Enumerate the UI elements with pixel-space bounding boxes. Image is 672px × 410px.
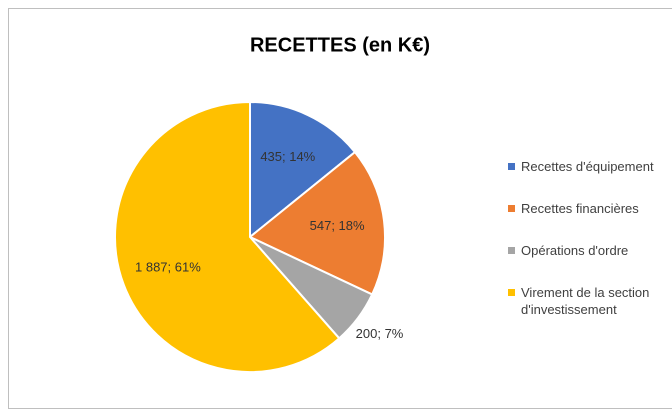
legend-swatch — [508, 289, 515, 296]
data-label: 1 887; 61% — [135, 259, 201, 274]
pie-slice — [248, 150, 386, 296]
legend-label: Opérations d'ordre — [521, 243, 629, 258]
legend-swatch — [508, 163, 515, 170]
pie-slice — [249, 100, 357, 240]
legend-item: Virement de la section d'investissement — [508, 284, 660, 318]
legend-item: Opérations d'ordre — [508, 242, 660, 259]
legend-swatch — [508, 205, 515, 212]
legend-item: Recettes financières — [508, 200, 660, 217]
legend: Recettes d'équipement Recettes financière… — [508, 158, 660, 343]
chart-title: RECETTES (en K€) — [250, 34, 430, 56]
legend-label: Recettes d'équipement — [521, 159, 654, 174]
legend-item: Recettes d'équipement — [508, 158, 660, 175]
data-label: 435; 14% — [260, 149, 315, 164]
data-label: 547; 18% — [310, 218, 365, 233]
legend-label: Virement de la section d'investissement — [521, 285, 650, 317]
legend-label: Recettes financières — [521, 201, 639, 216]
pie-slice — [114, 100, 341, 373]
data-label: 200; 7% — [356, 326, 404, 341]
legend-swatch — [508, 247, 515, 254]
